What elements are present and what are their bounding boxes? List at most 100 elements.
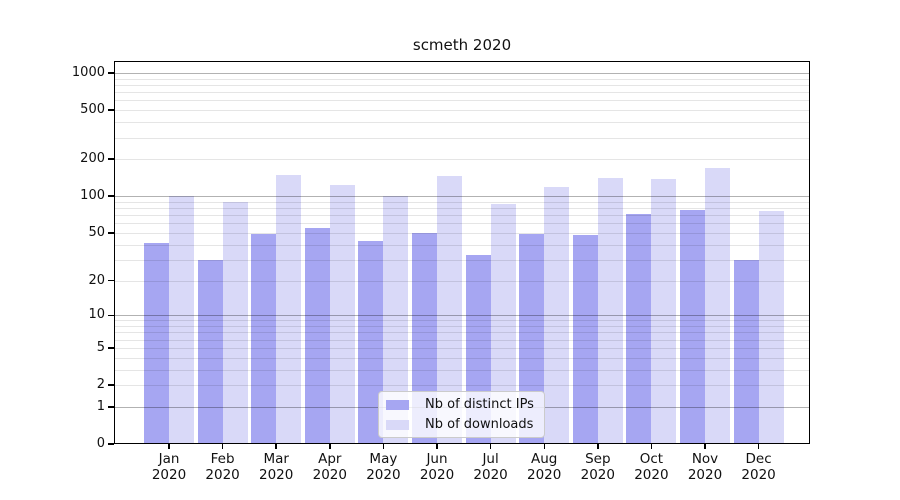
x-axis-tick bbox=[650, 444, 653, 449]
y-axis-tick bbox=[108, 109, 114, 111]
y-axis-tick bbox=[108, 347, 114, 349]
x-tick-month: Apr bbox=[318, 451, 342, 467]
y-tick-label: 1 bbox=[96, 398, 105, 414]
legend-swatch-downloads bbox=[386, 419, 409, 430]
y-tick-label: 0 bbox=[96, 436, 105, 451]
x-axis-tick bbox=[436, 444, 438, 449]
x-tick-year: 2020 bbox=[259, 467, 294, 483]
x-tick-year: 2020 bbox=[741, 467, 776, 483]
gridline-minor bbox=[114, 84, 810, 86]
bar-distinct-ips bbox=[680, 210, 705, 444]
x-tick-year: 2020 bbox=[419, 467, 455, 483]
x-tick-month: Oct bbox=[639, 451, 664, 467]
x-axis-tick bbox=[704, 444, 706, 449]
legend-item-downloads: Nb of downloads bbox=[386, 417, 536, 432]
gridline-minor bbox=[114, 110, 810, 112]
x-tick-label: Feb 2020 bbox=[191, 451, 255, 483]
y-axis-tick bbox=[108, 406, 114, 408]
y-tick-label: 500 bbox=[80, 102, 105, 118]
gridline-minor bbox=[114, 100, 810, 102]
bar-distinct-ips bbox=[304, 227, 330, 444]
y-axis-tick bbox=[108, 72, 114, 74]
legend-label-distinct-ips: Nb of distinct IPs bbox=[425, 397, 534, 412]
y-axis-tick bbox=[108, 443, 114, 445]
x-tick-year: 2020 bbox=[366, 467, 401, 483]
legend-label-downloads: Nb of downloads bbox=[425, 417, 534, 432]
x-tick-month: Dec bbox=[745, 451, 772, 467]
x-tick-year: 2020 bbox=[634, 467, 669, 483]
y-axis-tick bbox=[108, 279, 114, 282]
x-tick-label: Jun 2020 bbox=[405, 451, 469, 483]
x-tick-year: 2020 bbox=[151, 467, 187, 483]
x-tick-year: 2020 bbox=[687, 467, 723, 483]
bar-downloads bbox=[222, 202, 248, 444]
legend-swatch-distinct-ips bbox=[386, 399, 409, 410]
y-tick-label: 100 bbox=[80, 188, 105, 204]
x-tick-month: Aug bbox=[531, 451, 558, 467]
bar-downloads bbox=[276, 174, 302, 444]
bar-distinct-ips bbox=[144, 243, 169, 444]
bar-distinct-ips bbox=[626, 214, 652, 444]
legend-item-distinct-ips: Nb of distinct IPs bbox=[386, 397, 536, 412]
x-tick-month: Nov bbox=[691, 451, 719, 467]
gridline-major bbox=[114, 72, 810, 74]
x-tick-month: Feb bbox=[210, 451, 235, 467]
y-axis-tick bbox=[108, 384, 114, 386]
y-axis-tick bbox=[108, 232, 114, 234]
x-tick-month: Jan bbox=[158, 451, 180, 467]
gridline-minor bbox=[114, 78, 810, 80]
bar-downloads bbox=[329, 184, 355, 444]
bar-downloads bbox=[597, 178, 623, 444]
x-axis-tick bbox=[275, 444, 277, 449]
gridline-minor bbox=[114, 159, 810, 161]
x-tick-label: May 2020 bbox=[351, 451, 415, 483]
x-tick-year: 2020 bbox=[312, 467, 347, 483]
x-axis-tick bbox=[757, 444, 760, 449]
x-tick-month: May bbox=[369, 451, 398, 467]
x-tick-label: Dec 2020 bbox=[727, 451, 791, 483]
x-tick-label: Jul 2020 bbox=[459, 451, 523, 483]
bar-distinct-ips bbox=[251, 233, 277, 444]
x-tick-year: 2020 bbox=[527, 467, 562, 483]
gridline-minor bbox=[114, 137, 810, 139]
x-tick-year: 2020 bbox=[205, 467, 240, 483]
bar-downloads bbox=[758, 211, 784, 444]
x-axis-tick bbox=[489, 444, 492, 449]
x-tick-label: Aug 2020 bbox=[512, 451, 576, 483]
y-axis-tick bbox=[108, 195, 114, 197]
chart-title: scmeth 2020 bbox=[412, 36, 512, 54]
y-tick-label: 1000 bbox=[71, 64, 105, 80]
y-tick-label: 50 bbox=[88, 224, 105, 240]
y-axis-tick bbox=[108, 158, 114, 160]
x-tick-label: Apr 2020 bbox=[298, 451, 362, 483]
x-tick-year: 2020 bbox=[473, 467, 508, 483]
x-axis-tick bbox=[382, 444, 385, 449]
x-tick-label: Oct 2020 bbox=[619, 451, 683, 483]
x-axis-tick bbox=[168, 444, 170, 449]
bar-downloads bbox=[651, 179, 677, 444]
gridline-minor bbox=[114, 122, 810, 124]
x-tick-label: Nov 2020 bbox=[673, 451, 737, 483]
bar-distinct-ips bbox=[197, 259, 223, 444]
gridline-minor bbox=[114, 92, 810, 94]
bar-downloads bbox=[705, 167, 730, 444]
x-tick-month: Jun bbox=[426, 451, 448, 467]
x-tick-year: 2020 bbox=[580, 467, 615, 483]
x-axis-tick bbox=[329, 444, 331, 449]
y-tick-label: 2 bbox=[96, 377, 105, 392]
x-tick-label: Jan 2020 bbox=[137, 451, 201, 483]
y-tick-label: 10 bbox=[88, 307, 105, 323]
bar-downloads bbox=[544, 186, 570, 444]
x-tick-month: Mar bbox=[263, 451, 289, 467]
x-tick-month: Jul bbox=[482, 451, 499, 467]
x-tick-label: Mar 2020 bbox=[244, 451, 308, 483]
x-tick-label: Sep 2020 bbox=[566, 451, 630, 483]
x-axis-tick bbox=[597, 444, 599, 449]
x-axis-tick bbox=[221, 444, 224, 449]
legend: Nb of distinct IPs Nb of downloads bbox=[378, 391, 545, 438]
plot-area bbox=[114, 61, 810, 444]
y-tick-label: 20 bbox=[88, 272, 105, 288]
bar-distinct-ips bbox=[572, 234, 598, 444]
bar-downloads bbox=[169, 196, 194, 444]
